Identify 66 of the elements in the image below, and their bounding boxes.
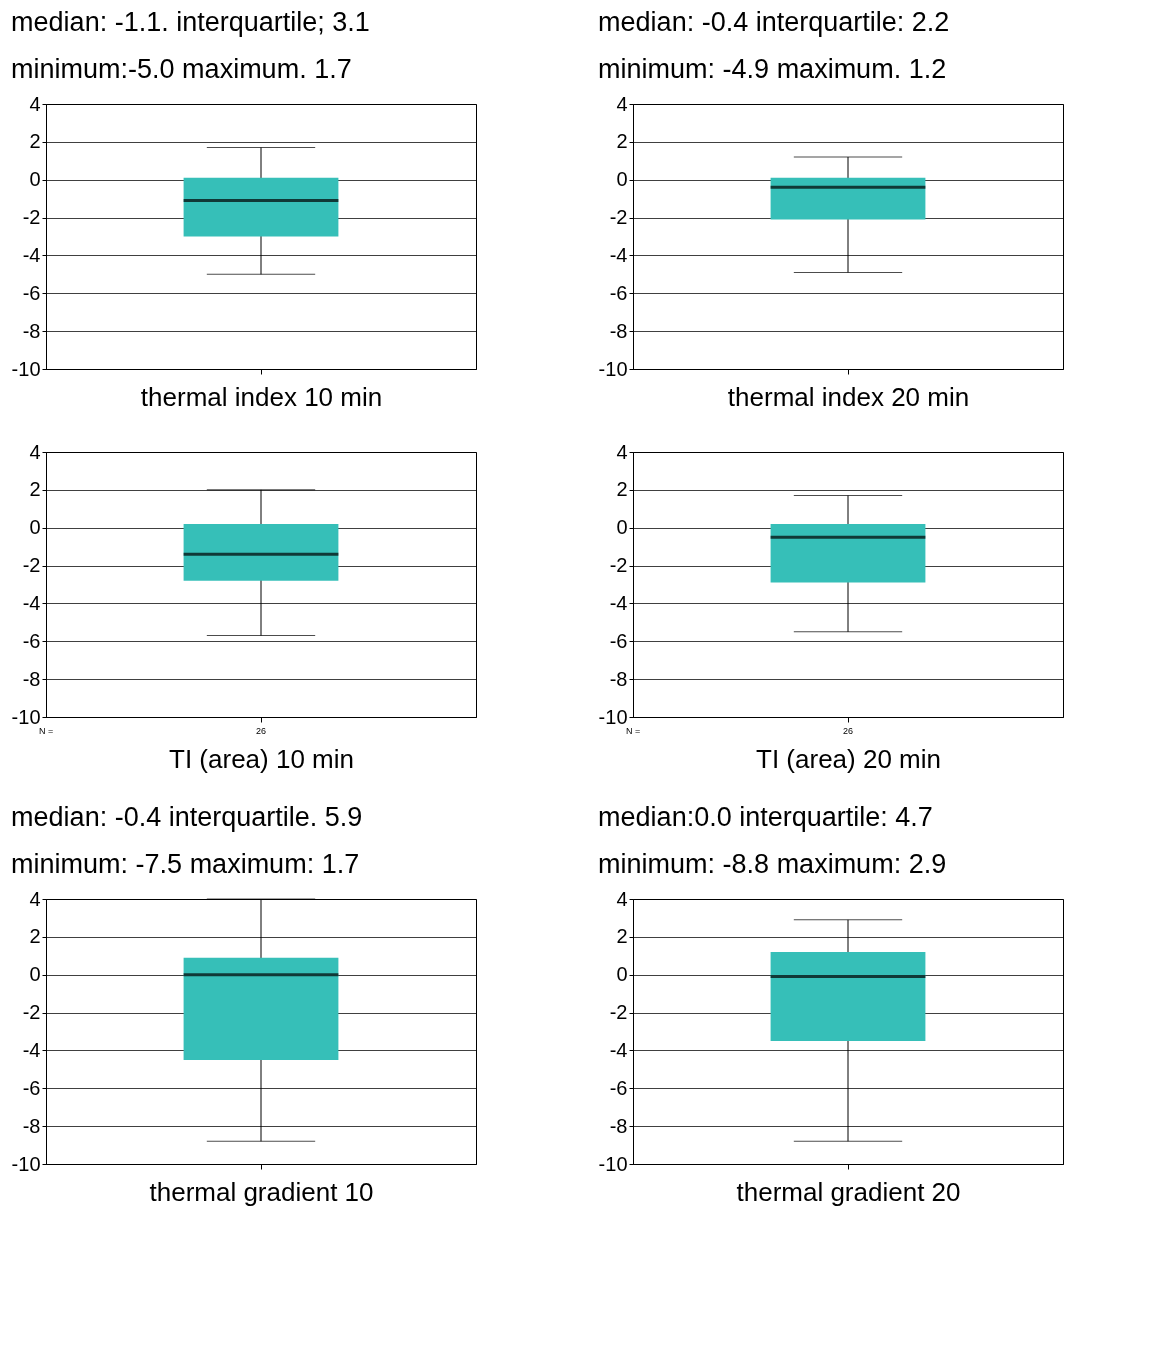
y-tick-label: -2	[609, 206, 628, 229]
y-tick-label: -4	[22, 1038, 41, 1061]
y-tick-label: -8	[22, 319, 41, 342]
y-tick-label: 2	[29, 130, 41, 153]
y-tick-label: -8	[22, 1114, 41, 1137]
x-axis-title: TI (area) 20 min	[756, 743, 941, 774]
y-tick-label: -6	[22, 1076, 41, 1099]
text: N =	[625, 726, 641, 736]
y-tick-label: 4	[616, 92, 628, 115]
chart-title: median:0.0 interquartile: 4.7	[598, 802, 933, 832]
y-tick-label: 4	[29, 887, 41, 910]
y-tick-label: -6	[609, 629, 628, 652]
y-tick-label: -8	[609, 319, 628, 342]
x-axis-title: thermal index 10 min	[140, 381, 383, 412]
x-axis-title: thermal gradient 20	[736, 1176, 961, 1207]
y-tick-label: -8	[22, 667, 41, 690]
chart-title: median: -0.4 interquartile: 2.2	[598, 7, 950, 37]
y-tick-label: 2	[616, 130, 628, 153]
y-tick-label: -10	[11, 705, 41, 728]
chart-subtitle: minimum: -4.9 maximum. 1.2	[598, 54, 947, 84]
y-tick-label: 2	[616, 478, 628, 501]
y-tick-label: 4	[29, 92, 41, 115]
y-tick-label: -10	[598, 357, 628, 380]
y-tick-label: -8	[609, 1114, 628, 1137]
y-tick-label: 4	[616, 887, 628, 910]
y-tick-label: -10	[11, 1152, 41, 1175]
chart-title: median: -1.1. interquartile; 3.1	[11, 7, 370, 37]
chart-title: median: -0.4 interquartile. 5.9	[11, 802, 363, 832]
y-tick-label: 2	[616, 925, 628, 948]
y-tick-label: 0	[616, 168, 628, 191]
text: N =	[38, 726, 54, 736]
y-tick-label: 4	[616, 440, 628, 463]
y-tick-label: -10	[598, 1152, 628, 1175]
y-tick-label: 0	[616, 516, 628, 539]
y-tick-label: -4	[609, 243, 628, 266]
chart-subtitle: minimum: -8.8 maximum: 2.9	[598, 849, 947, 879]
y-tick-label: -6	[609, 1076, 628, 1099]
y-tick-label: -4	[609, 591, 628, 614]
y-tick-label: -10	[598, 705, 628, 728]
y-tick-label: -2	[22, 554, 41, 577]
y-tick-label: -8	[609, 667, 628, 690]
chart-subtitle: minimum:-5.0 maximum. 1.7	[11, 54, 352, 84]
y-tick-label: 0	[29, 963, 41, 986]
x-axis-title: TI (area) 10 min	[169, 743, 354, 774]
y-tick-label: 0	[29, 516, 41, 539]
y-tick-label: -10	[11, 357, 41, 380]
y-tick-label: -2	[22, 206, 41, 229]
y-tick-label: -4	[22, 591, 41, 614]
y-tick-label: 2	[29, 925, 41, 948]
y-tick-label: 0	[29, 168, 41, 191]
y-tick-label: -2	[609, 554, 628, 577]
y-tick-label: -2	[609, 1001, 628, 1024]
x-axis-title: thermal gradient 10	[149, 1176, 374, 1207]
y-tick-label: -6	[609, 281, 628, 304]
y-tick-label: -4	[609, 1038, 628, 1061]
y-tick-label: -2	[22, 1001, 41, 1024]
y-tick-label: -6	[22, 281, 41, 304]
y-tick-label: 4	[29, 440, 41, 463]
y-tick-label: -4	[22, 243, 41, 266]
text: 26	[842, 726, 854, 736]
y-tick-label: 2	[29, 478, 41, 501]
y-tick-label: 0	[616, 963, 628, 986]
chart-subtitle: minimum: -7.5 maximum: 1.7	[11, 849, 360, 879]
x-axis-title: thermal index 20 min	[727, 381, 970, 412]
text: 26	[255, 726, 267, 736]
y-tick-label: -6	[22, 629, 41, 652]
